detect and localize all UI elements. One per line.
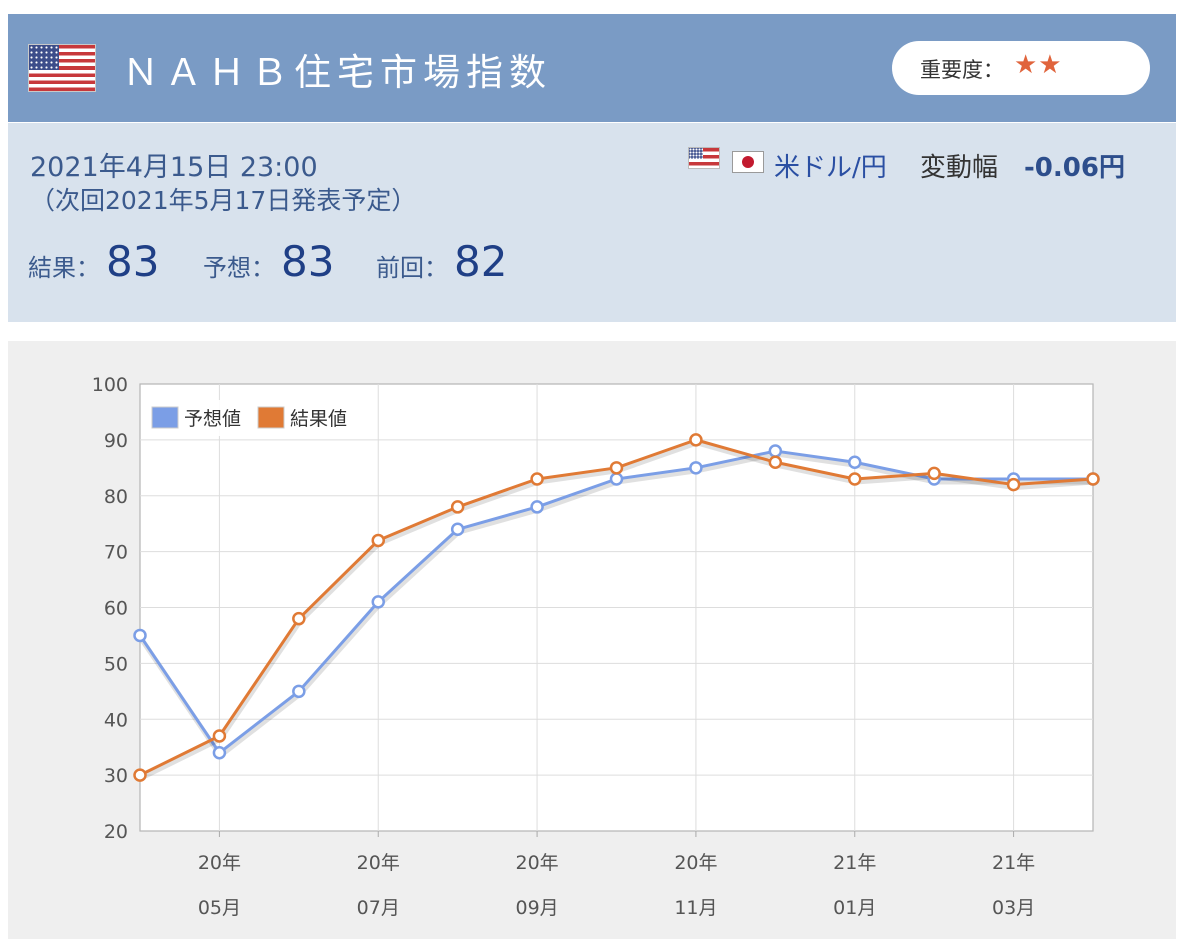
- data-point-result: [212, 729, 227, 743]
- forecast-metric: 予想： 83: [203, 237, 334, 286]
- x-tick-label: 05月: [198, 897, 241, 919]
- data-point-result: [1086, 472, 1100, 486]
- data-point-forecast: [371, 595, 385, 609]
- previous-value: 82: [454, 237, 508, 286]
- result-metric: 結果： 83: [28, 237, 159, 286]
- release-datetime: 2021年4月15日 23:00: [30, 152, 318, 183]
- x-tick-label: 20年: [674, 852, 717, 874]
- release-info-panel: 2021年4月15日 23:00 （次回2021年5月17日発表予定） 結果： 8…: [8, 123, 1176, 322]
- fx-change-label: 変動幅: [920, 153, 999, 183]
- data-point-forecast: [212, 746, 227, 760]
- data-point-forecast: [609, 472, 624, 486]
- jp-flag-icon: [732, 151, 764, 173]
- legend-swatch: [151, 406, 179, 429]
- data-point-forecast: [450, 522, 465, 537]
- data-point-result: [450, 500, 465, 514]
- x-tick-label: 20年: [357, 852, 400, 874]
- previous-label: 前回：: [376, 254, 448, 282]
- data-point-forecast: [768, 444, 783, 458]
- importance-stars-icon: ★★: [1014, 50, 1063, 80]
- legend-label: 予想値: [184, 408, 241, 430]
- data-point-result: [133, 768, 147, 782]
- data-point-forecast: [292, 684, 306, 699]
- x-tick-label: 20年: [515, 852, 558, 874]
- y-tick-label: 90: [104, 430, 128, 452]
- data-point-result: [530, 472, 544, 486]
- data-point-result: [848, 472, 862, 486]
- us-flag-icon: [28, 44, 96, 92]
- result-value: 83: [106, 237, 160, 286]
- y-tick-label: 70: [104, 542, 128, 564]
- importance-badge: 重要度： ★★: [892, 41, 1150, 95]
- y-tick-label: 50: [104, 653, 128, 675]
- y-tick-label: 60: [104, 598, 128, 620]
- importance-label: 重要度：: [920, 58, 1004, 82]
- indicator-title: ＮＡＨＢ住宅市場指数: [122, 51, 552, 94]
- legend-swatch: [257, 406, 285, 429]
- result-label: 結果：: [28, 254, 100, 282]
- data-point-forecast: [689, 461, 703, 475]
- data-point-result: [689, 433, 703, 447]
- x-tick-label: 09月: [515, 897, 558, 919]
- x-tick-label: 11月: [674, 897, 717, 919]
- data-point-forecast: [530, 500, 544, 514]
- forecast-value: 83: [281, 237, 335, 286]
- x-tick-label: 21年: [833, 852, 876, 874]
- y-tick-label: 80: [104, 486, 128, 508]
- x-tick-label: 21年: [992, 852, 1035, 874]
- y-tick-label: 100: [92, 374, 128, 396]
- x-tick-label: 01月: [833, 897, 876, 919]
- data-point-result: [292, 611, 306, 626]
- x-tick-label: 20年: [198, 852, 241, 874]
- fx-change-value: -0.06円: [1024, 153, 1125, 183]
- us-flag-icon: [688, 147, 720, 169]
- next-release-date: （次回2021年5月17日発表予定）: [30, 186, 417, 215]
- legend-label: 結果値: [290, 408, 347, 430]
- data-point-result: [1006, 477, 1021, 492]
- data-point-result: [371, 533, 385, 548]
- fx-pair-label: 米ドル/円: [774, 153, 887, 183]
- x-tick-label: 07月: [357, 897, 400, 919]
- y-tick-label: 40: [104, 709, 128, 731]
- forecast-label: 予想：: [203, 254, 275, 282]
- data-point-result: [768, 455, 783, 469]
- y-tick-label: 30: [104, 765, 128, 787]
- previous-metric: 前回： 82: [376, 237, 507, 286]
- data-point-result: [927, 466, 941, 481]
- y-tick-label: 20: [104, 821, 128, 843]
- data-point-result: [609, 461, 624, 475]
- data-point-forecast: [848, 455, 862, 469]
- line-chart: 20 30 40 50 60 70 80 90 100 20年 05月 20年 07月 20年 09月 20年…: [92, 374, 1100, 919]
- indicator-header: ＮＡＨＢ住宅市場指数 重要度： ★★: [8, 14, 1176, 122]
- chart-panel: 20 30 40 50 60 70 80 90 100 20年 05月 20年 07月 20年 09月 20年…: [8, 341, 1176, 939]
- data-point-forecast: [133, 628, 147, 643]
- x-tick-label: 03月: [992, 897, 1035, 919]
